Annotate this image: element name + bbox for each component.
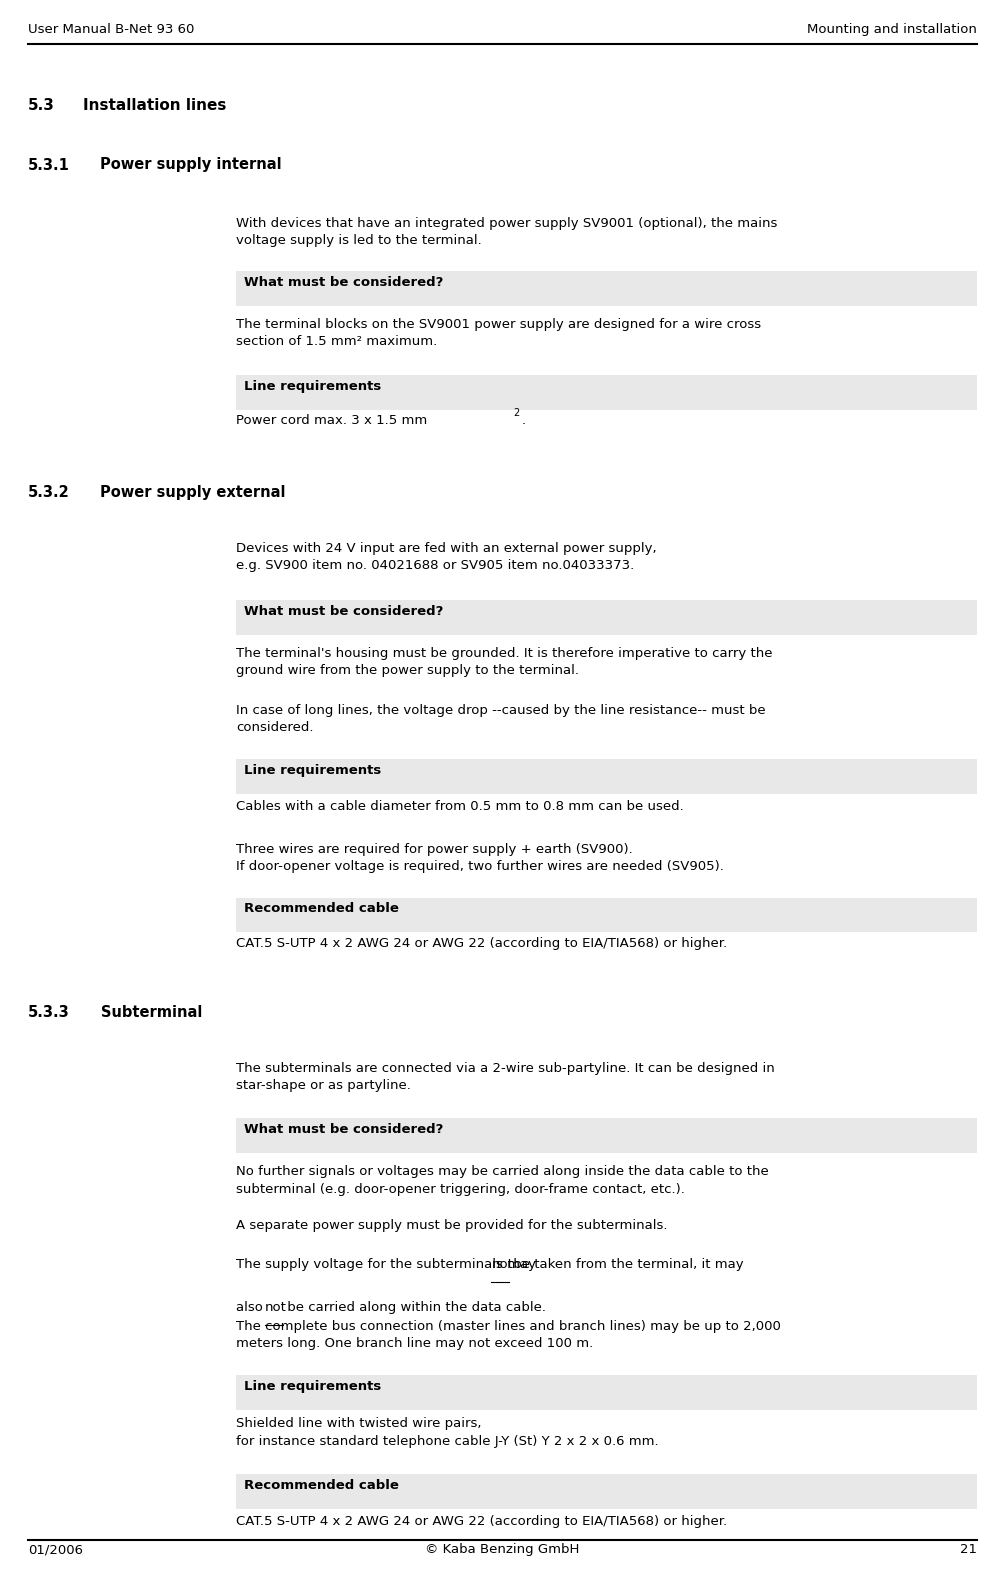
Text: User Manual B-Net 93 60: User Manual B-Net 93 60 — [28, 24, 195, 36]
Text: No further signals or voltages may be carried along inside the data cable to the: No further signals or voltages may be ca… — [236, 1166, 769, 1195]
Text: What must be considered?: What must be considered? — [244, 1123, 443, 1136]
Text: The complete bus connection (master lines and branch lines) may be up to 2,000
m: The complete bus connection (master line… — [236, 1320, 781, 1350]
Text: Devices with 24 V input are fed with an external power supply,
e.g. SV900 item n: Devices with 24 V input are fed with an … — [236, 542, 657, 572]
Bar — [236, 600, 977, 635]
Text: The terminal's housing must be grounded. It is therefore imperative to carry the: The terminal's housing must be grounded.… — [236, 647, 773, 677]
Text: The terminal blocks on the SV9001 power supply are designed for a wire cross
sec: The terminal blocks on the SV9001 power … — [236, 318, 762, 348]
Text: Installation lines: Installation lines — [83, 98, 227, 113]
Text: What must be considered?: What must be considered? — [244, 605, 443, 617]
Text: Shielded line with twisted wire pairs,
for instance standard telephone cable J-Y: Shielded line with twisted wire pairs, f… — [236, 1418, 659, 1447]
Text: Three wires are required for power supply + earth (SV900).
If door-opener voltag: Three wires are required for power suppl… — [236, 843, 724, 873]
Text: 5.3: 5.3 — [28, 98, 55, 113]
Text: not: not — [265, 1301, 287, 1314]
Text: .: . — [522, 414, 526, 427]
Bar — [236, 1118, 977, 1153]
Text: In case of long lines, the voltage drop --caused by the line resistance-- must b: In case of long lines, the voltage drop … — [236, 704, 766, 734]
Text: 21: 21 — [960, 1544, 977, 1556]
Text: A separate power supply must be provided for the subterminals.: A separate power supply must be provided… — [236, 1219, 667, 1232]
Text: Subterminal: Subterminal — [100, 1005, 202, 1021]
Text: 01/2006: 01/2006 — [28, 1544, 83, 1556]
Text: Cables with a cable diameter from 0.5 mm to 0.8 mm can be used.: Cables with a cable diameter from 0.5 mm… — [236, 800, 684, 813]
Text: 5.3.3: 5.3.3 — [28, 1005, 70, 1021]
Text: The subterminals are connected via a 2-wire sub-partyline. It can be designed in: The subterminals are connected via a 2-w… — [236, 1062, 775, 1091]
Text: 2: 2 — [514, 408, 520, 417]
Bar — [236, 375, 977, 410]
Text: Line requirements: Line requirements — [244, 1380, 382, 1392]
Text: be carried along within the data cable.: be carried along within the data cable. — [282, 1301, 546, 1314]
Text: Line requirements: Line requirements — [244, 380, 382, 392]
Text: Power supply external: Power supply external — [100, 485, 286, 501]
Bar — [236, 1474, 977, 1509]
Text: With devices that have an integrated power supply SV9001 (optional), the mains
v: With devices that have an integrated pow… — [236, 217, 778, 247]
Text: Power cord max. 3 x 1.5 mm: Power cord max. 3 x 1.5 mm — [236, 414, 427, 427]
Text: What must be considered?: What must be considered? — [244, 276, 443, 288]
Bar — [236, 271, 977, 306]
Text: © Kaba Benzing GmbH: © Kaba Benzing GmbH — [425, 1544, 580, 1556]
Text: Power supply internal: Power supply internal — [100, 158, 282, 173]
Text: Recommended cable: Recommended cable — [244, 902, 399, 915]
Bar — [236, 1375, 977, 1410]
Text: not: not — [491, 1258, 514, 1271]
Text: be taken from the terminal, it may: be taken from the terminal, it may — [509, 1258, 744, 1271]
Text: The supply voltage for the subterminals may: The supply voltage for the subterminals … — [236, 1258, 541, 1271]
Bar — [236, 898, 977, 932]
Text: Line requirements: Line requirements — [244, 764, 382, 776]
Text: 5.3.2: 5.3.2 — [28, 485, 70, 501]
Bar — [236, 759, 977, 794]
Text: CAT.5 S-UTP 4 x 2 AWG 24 or AWG 22 (according to EIA/TIA568) or higher.: CAT.5 S-UTP 4 x 2 AWG 24 or AWG 22 (acco… — [236, 1515, 728, 1528]
Text: CAT.5 S-UTP 4 x 2 AWG 24 or AWG 22 (according to EIA/TIA568) or higher.: CAT.5 S-UTP 4 x 2 AWG 24 or AWG 22 (acco… — [236, 937, 728, 950]
Text: 5.3.1: 5.3.1 — [28, 158, 70, 173]
Text: also: also — [236, 1301, 267, 1314]
Text: Recommended cable: Recommended cable — [244, 1479, 399, 1492]
Text: Mounting and installation: Mounting and installation — [807, 24, 977, 36]
